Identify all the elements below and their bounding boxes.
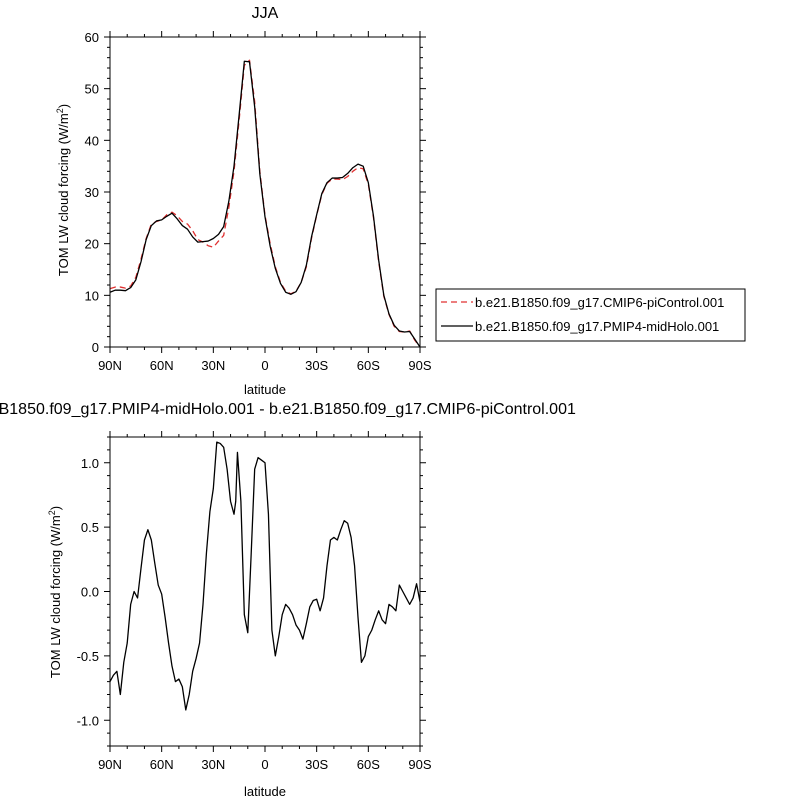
legend-label-picontrol: b.e21.B1850.f09_g17.CMIP6-piControl.001 xyxy=(475,295,724,310)
panel-top-title: JJA xyxy=(252,5,279,22)
panel-bottom-ylabel-main: TOM LW cloud forcing (W/m xyxy=(48,515,63,678)
panel-top-xtick-label: 30S xyxy=(305,358,328,373)
legend: b.e21.B1850.f09_g17.CMIP6-piControl.001 … xyxy=(435,288,746,342)
panel-bottom-ylabel-sup: 2 xyxy=(47,510,57,515)
panel-bottom-ytick-label: 1.0 xyxy=(81,456,99,471)
panel-top-xtick-label: 90N xyxy=(98,358,122,373)
panel-bottom-ytick-label: -0.5 xyxy=(77,649,99,664)
panel-top-ytick-label: 10 xyxy=(85,288,99,303)
panel-top-ytick-label: 40 xyxy=(85,133,99,148)
panel-bottom-xtick-label: 30N xyxy=(201,757,225,772)
panel-top-ytick-label: 0 xyxy=(92,340,99,355)
legend-box xyxy=(435,288,746,342)
panel-bottom-xlabel: latitude xyxy=(244,784,286,799)
panel-bottom-series-line-0 xyxy=(109,441,421,711)
panel-bottom-plot-area: 90N 60N 30N 0 30S 60S 90S -1.0 -0.5 0.0 0.5 1.0 xyxy=(77,431,432,772)
panel-top-xtick-label: 0 xyxy=(261,358,268,373)
panel-bottom-xtick-label: 30S xyxy=(305,757,328,772)
panel-top-chart: JJA 90N 60N 30N 0 30S 60S 90S 0 10 20 30 40 50 60 lat… xyxy=(55,5,432,397)
panel-top-ylabel: TOM LW cloud forcing (W/m2) xyxy=(55,104,71,276)
panel-top-xtick-label: 30N xyxy=(201,358,225,373)
legend-label-midholo: b.e21.B1850.f09_g17.PMIP4-midHolo.001 xyxy=(475,319,719,334)
panel-top-ytick-label: 50 xyxy=(85,82,99,97)
panel-bottom-ytick-label: 0.0 xyxy=(81,585,99,600)
panel-top-ytick-label: 20 xyxy=(85,237,99,252)
panel-top-xtick-label: 60S xyxy=(357,358,380,373)
panel-top-xtick-label: 60N xyxy=(150,358,174,373)
panel-top-plot-frame xyxy=(109,36,421,348)
panel-bottom-plot-frame xyxy=(109,436,421,747)
panel-top-ylabel-main: TOM LW cloud forcing (W/m xyxy=(56,113,71,276)
panel-bottom-xtick-label: 60N xyxy=(150,757,174,772)
panel-bottom-ytick-label: 0.5 xyxy=(81,520,99,535)
panel-top-plot-area: 90N 60N 30N 0 30S 60S 90S 0 10 20 30 40 50 60 xyxy=(85,30,432,373)
panel-bottom-chart: b.e21.B1850.f09_g17.PMIP4-midHolo.001 - … xyxy=(0,401,576,799)
panel-top-ylabel-sup: 2 xyxy=(55,108,65,113)
panel-bottom-xtick-label: 60S xyxy=(357,757,380,772)
panel-top-series-line-1 xyxy=(109,60,421,348)
panel-bottom-xtick-label: 90N xyxy=(98,757,122,772)
panel-top-ytick-label: 60 xyxy=(85,30,99,45)
panel-top-xlabel: latitude xyxy=(244,382,286,397)
panel-bottom-ylabel-close: ) xyxy=(48,506,63,510)
panel-bottom-ylabel: TOM LW cloud forcing (W/m2) xyxy=(47,506,63,678)
panel-top-ytick-label: 30 xyxy=(85,185,99,200)
panel-bottom-ytick-label: -1.0 xyxy=(77,713,99,728)
panel-top-ylabel-close: ) xyxy=(56,104,71,108)
panel-bottom-xtick-label: 90S xyxy=(408,757,431,772)
panel-top-xtick-label: 90S xyxy=(408,358,431,373)
panel-bottom-title: b.e21.B1850.f09_g17.PMIP4-midHolo.001 - … xyxy=(0,401,576,418)
panel-bottom-xtick-label: 0 xyxy=(261,757,268,772)
panel-top-series-line-0 xyxy=(109,59,421,348)
